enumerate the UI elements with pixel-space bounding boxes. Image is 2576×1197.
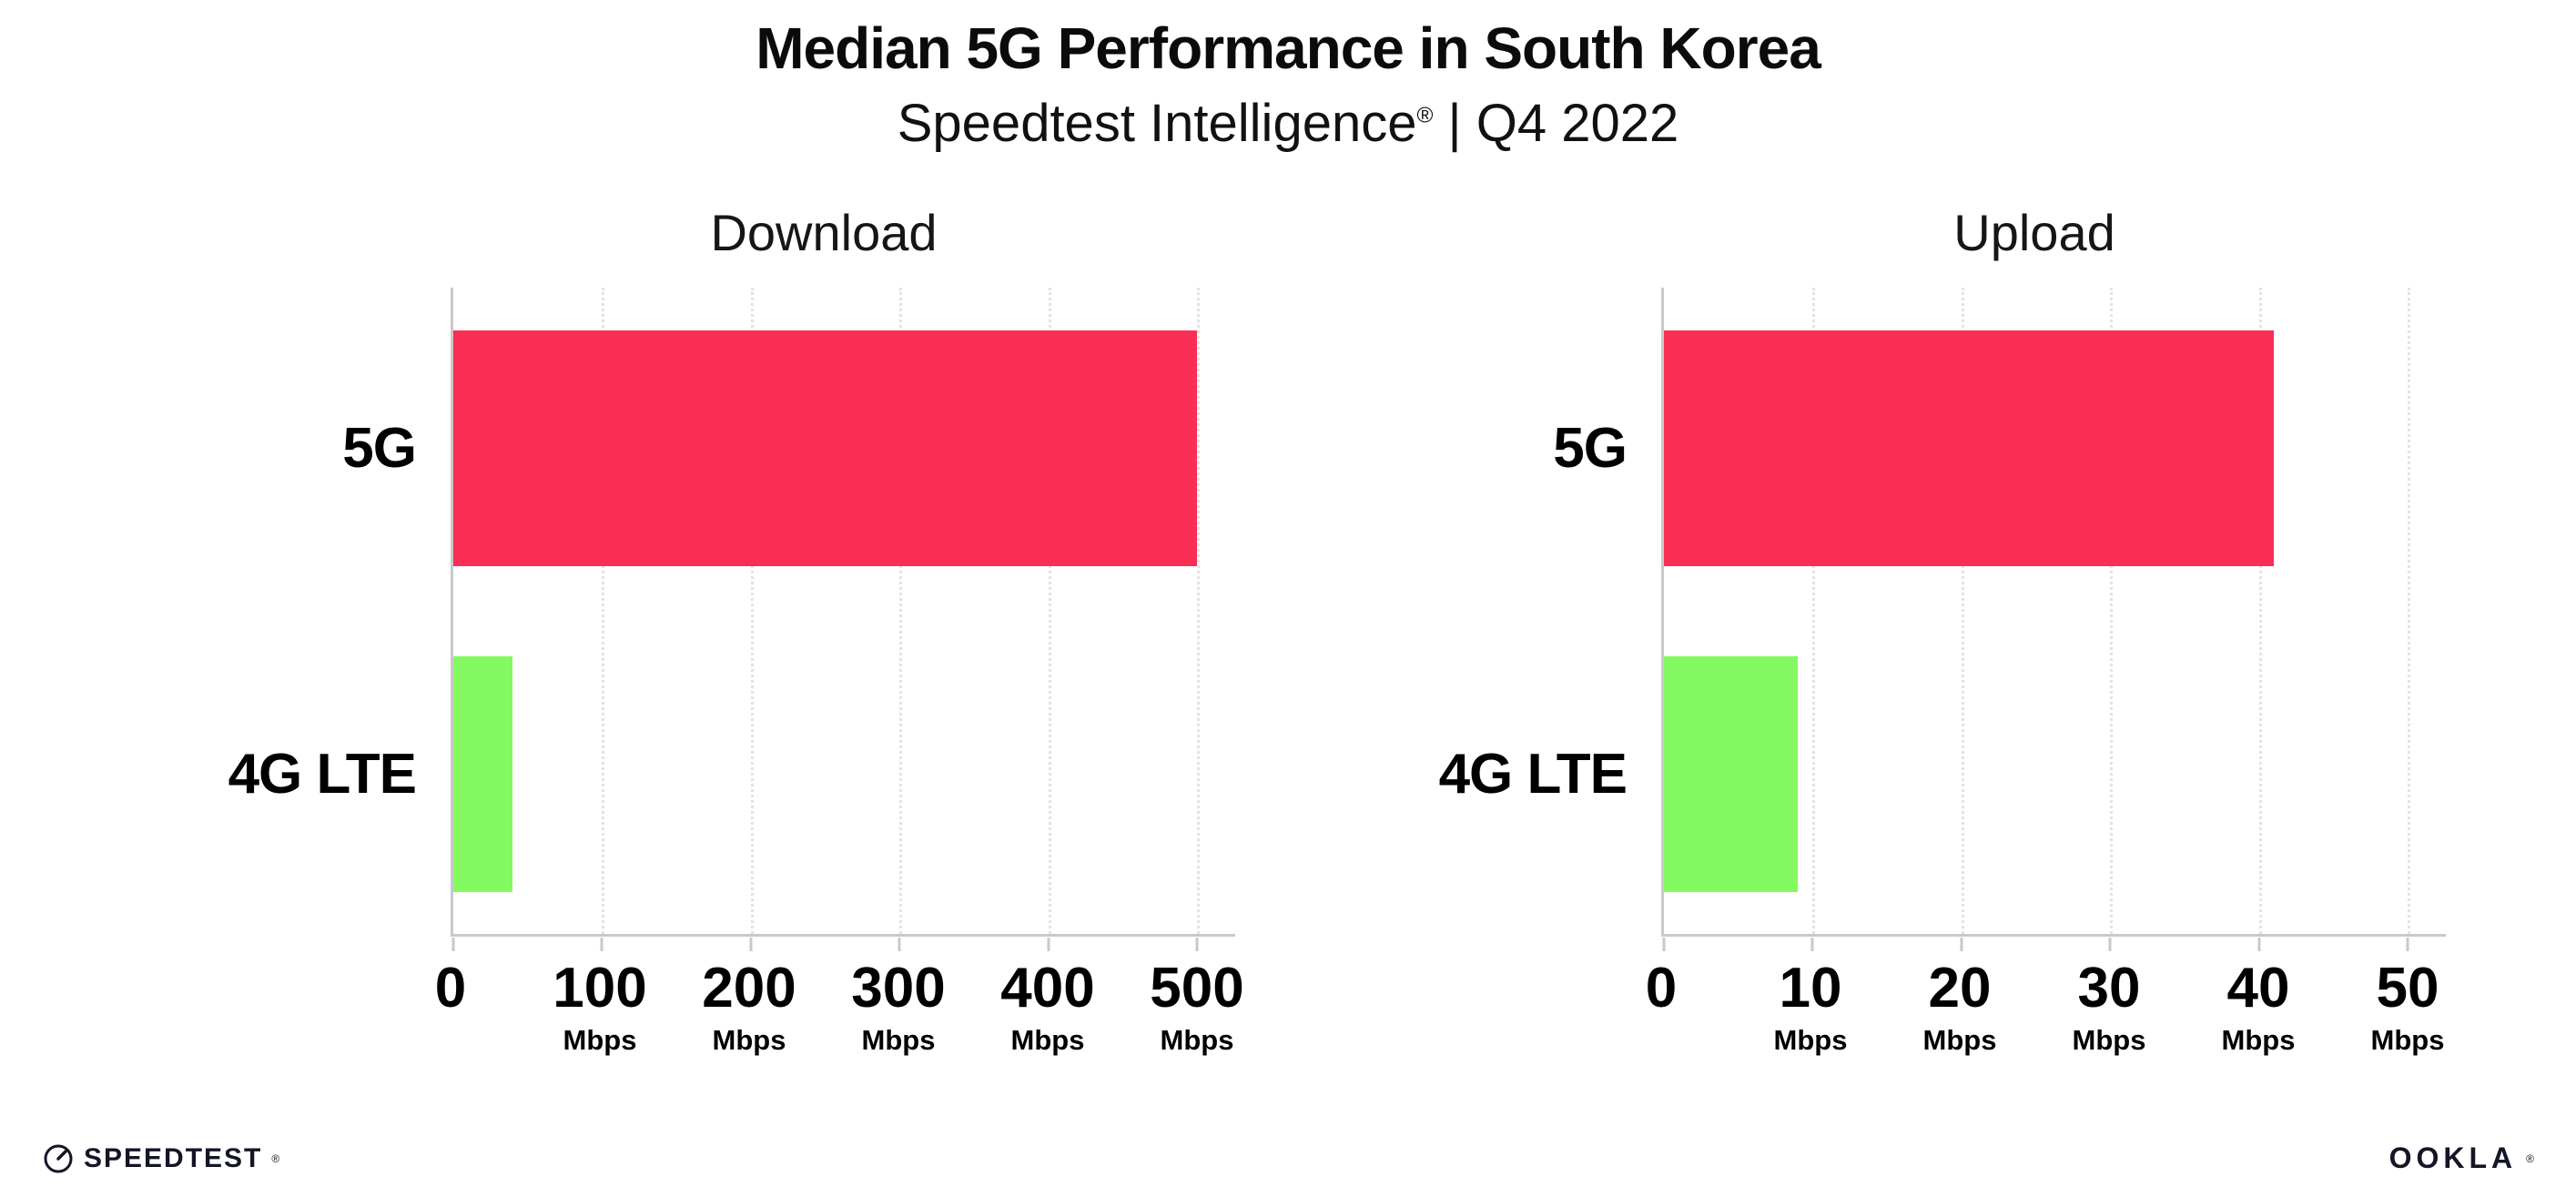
tick-mark [2108,938,2112,951]
tick-unit: Mbps [1160,1024,1234,1056]
upload-chart-body: 5G 4G LTE [1379,288,2446,951]
bar-5g [1664,330,2274,566]
gridline [2258,288,2262,934]
subtitle-brand: Speedtest Intelligence [897,94,1417,153]
tick-label: 100 Mbps [553,960,646,1057]
gridline [899,288,903,934]
upload-chart-title: Upload [1953,204,2115,261]
tick-unit: Mbps [1773,1024,1848,1056]
tick-label: 200 Mbps [702,960,796,1057]
category-label: 5G [342,417,417,480]
chart-header: Median 5G Performance in South Korea Spe… [0,0,2576,154]
tick-value: 400 [1000,957,1095,1019]
tick-mark [1662,938,1666,951]
charts-row: Download 5G 4G LTE 0 100 Mbps 200 Mbps 300 Mbps… [0,203,2576,1115]
plot-area [1661,288,2446,951]
tick-mark [1960,938,1963,951]
tick-label: 10 Mbps [1774,960,1848,1057]
tick-value: 200 [702,957,796,1019]
tick-unit: Mbps [712,1024,786,1056]
download-chart-body: 5G 4G LTE [168,288,1235,951]
tick-value: 0 [434,957,467,1019]
tick-unit: Mbps [1922,1024,1997,1056]
ookla-wordmark: OOKLA [2388,1141,2518,1174]
ookla-logo: OOKLA ® [2389,1141,2534,1175]
value-axis: 0 10 Mbps 20 Mbps 30 Mbps 40 Mbps 50 Mbps [1646,960,2445,1115]
category-axis: 5G 4G LTE [168,288,451,937]
tick-mark [1810,938,1814,951]
tick-mark [600,938,603,951]
page-title: Median 5G Performance in South Korea [756,15,1821,81]
speedtest-wordmark: SPEEDTEST [84,1142,263,1173]
bar-4g-lte [1664,656,1799,892]
tick-unit: Mbps [861,1024,936,1056]
gridline [1197,288,1200,934]
page-subtitle: Speedtest Intelligence® | Q4 2022 [0,93,2576,154]
tick-label: 30 Mbps [2073,960,2146,1057]
gridline [602,288,605,934]
tick-value: 0 [1645,957,1678,1019]
download-chart-title: Download [710,204,938,261]
tick-value: 10 [1779,957,1842,1019]
speedtest-gauge-icon [44,1144,73,1172]
tick-mark [2406,938,2409,951]
tick-value: 100 [553,957,647,1019]
tick-value: 30 [2077,957,2141,1019]
tick-label: 400 Mbps [1000,960,1094,1057]
ookla-registered-mark: ® [2526,1151,2534,1165]
tick-value: 300 [851,957,946,1019]
gridline [1812,288,1816,934]
tick-unit: Mbps [2072,1024,2146,1056]
tick-unit: Mbps [2370,1024,2445,1056]
gridline [1961,288,1964,934]
category-axis: 5G 4G LTE [1379,288,1661,937]
gridline [2408,288,2410,934]
tick-label: 0 [1646,960,1677,1017]
speedtest-logo: SPEEDTEST ® [42,1142,279,1175]
registered-mark: ® [1416,103,1434,128]
bar-5g [453,330,1197,566]
bar-4g-lte [453,656,513,892]
tick-mark [749,938,753,951]
tick-unit: Mbps [2221,1024,2296,1056]
gridline [2110,288,2114,934]
plot-area [451,288,1235,951]
subtitle-quarter: | Q4 2022 [1433,94,1679,153]
gridline [750,288,754,934]
category-label: 4G LTE [228,743,417,806]
category-label: 5G [1553,417,1628,480]
tick-value: 40 [2226,957,2290,1019]
footer: SPEEDTEST ® OOKLA ® [42,1141,2534,1175]
tick-value: 50 [2376,957,2439,1019]
tick-value: 20 [1928,957,1992,1019]
tick-mark [1195,938,1199,951]
tick-label: 50 Mbps [2371,960,2445,1057]
tick-label: 20 Mbps [1923,960,1997,1057]
tick-unit: Mbps [1010,1024,1085,1056]
download-chart: Download 5G 4G LTE 0 100 Mbps 200 Mbps 300 Mbps… [168,203,1244,1115]
tick-mark [898,938,901,951]
tick-label: 300 Mbps [851,960,945,1057]
speedtest-registered-mark: ® [271,1151,280,1165]
tick-mark [2257,938,2261,951]
tick-unit: Mbps [563,1024,637,1056]
tick-label: 500 Mbps [1150,960,1243,1057]
tick-value: 500 [1150,957,1244,1019]
tick-mark [451,938,455,951]
tick-label: 40 Mbps [2222,960,2296,1057]
tick-mark [1047,938,1050,951]
tick-label: 0 [435,960,466,1017]
category-label: 4G LTE [1438,743,1628,806]
value-axis: 0 100 Mbps 200 Mbps 300 Mbps 400 Mbps 500 Mbps [435,960,1244,1115]
gridline [1048,288,1051,934]
upload-chart: Upload 5G 4G LTE 0 10 Mbps 20 Mbps 30 Mbps 40 Mbp… [1379,203,2446,1115]
